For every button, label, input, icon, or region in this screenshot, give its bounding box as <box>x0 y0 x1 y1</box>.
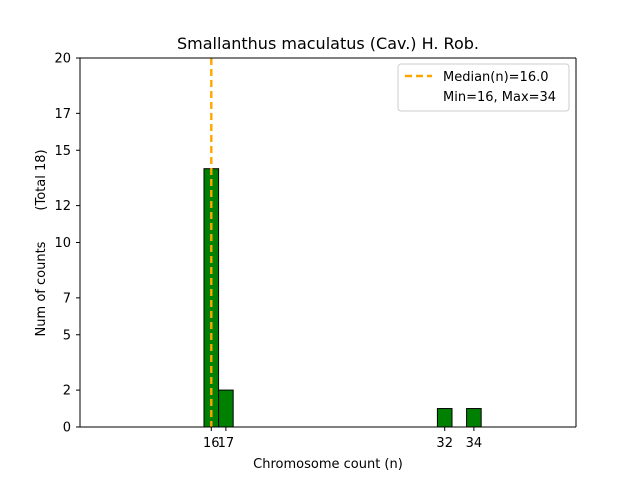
legend-frame <box>397 63 570 112</box>
bar-34 <box>466 408 482 428</box>
y-tick-label-0: 0 <box>63 421 71 436</box>
y-axis-total-label: (Total 18) <box>34 149 49 210</box>
y-axis-label: Num of counts <box>34 241 49 336</box>
y-tick-label-15: 15 <box>54 144 71 159</box>
x-tick-label-34: 34 <box>466 436 483 451</box>
bar-17 <box>218 389 234 428</box>
y-tick-label-7: 7 <box>63 291 71 306</box>
y-tick-label-2: 2 <box>63 384 71 399</box>
y-tick-label-5: 5 <box>63 328 71 343</box>
x-tick-label-17: 17 <box>218 436 235 451</box>
bars-layer <box>203 168 482 428</box>
y-tick-label-17: 17 <box>54 107 71 122</box>
bar-32 <box>436 408 453 428</box>
y-tick-label-10: 10 <box>54 236 71 251</box>
x-axis-label: Chromosome count (n) <box>253 457 403 472</box>
legend-entry-median: Median(n)=16.0 <box>443 70 549 85</box>
x-tick-label-16: 16 <box>203 436 220 451</box>
legend: Median(n)=16.0 Min=16, Max=34 <box>397 63 570 112</box>
legend-entry-min-max: Min=16, Max=34 <box>443 90 556 105</box>
chart-title: Smallanthus maculatus (Cav.) H. Rob. <box>177 34 479 53</box>
y-tick-label-20: 20 <box>54 52 71 67</box>
y-tick-label-12: 12 <box>54 199 71 214</box>
x-tick-label-32: 32 <box>436 436 453 451</box>
